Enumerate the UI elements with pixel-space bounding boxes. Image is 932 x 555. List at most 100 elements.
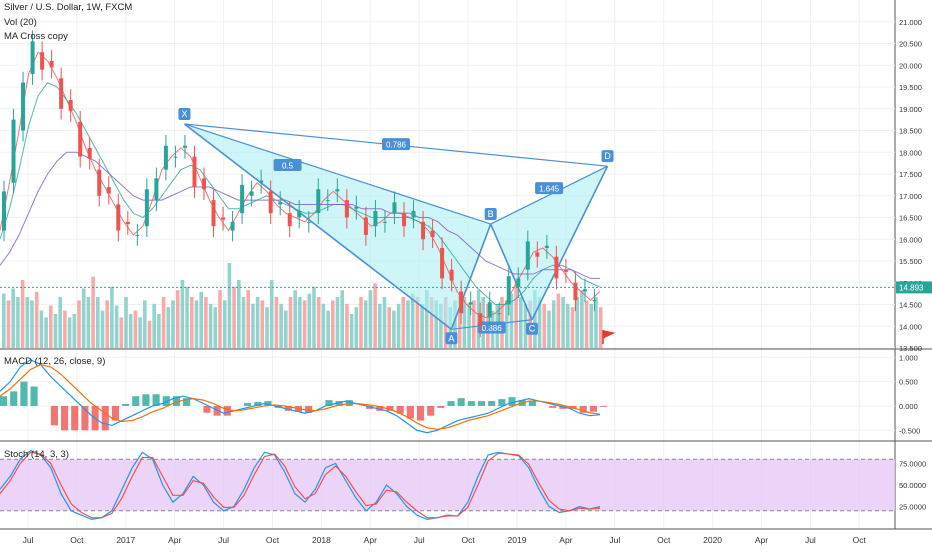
volume-bar (185, 286, 189, 348)
volume-bar (114, 305, 119, 348)
x-tick-label: Apr (364, 535, 377, 545)
macd-histogram-bar (335, 401, 343, 406)
candle-body (40, 52, 45, 70)
price-tick-label: 19.500 (899, 83, 922, 92)
x-tick-label: Oct (461, 535, 475, 545)
candle-body (221, 217, 226, 220)
macd-histogram-bar (132, 396, 140, 406)
macd-histogram-bar (488, 401, 496, 406)
macd-histogram-bar (264, 401, 272, 406)
volume-bar (453, 300, 457, 348)
price-tick-label: 21.000 (899, 18, 922, 27)
macd-line (0, 359, 601, 434)
volume-bar (232, 286, 236, 348)
candle-body (402, 213, 406, 227)
volume-bar (53, 314, 58, 348)
candle-body (344, 200, 349, 218)
volume-bar (227, 263, 232, 348)
candle-body (21, 82, 26, 131)
volume-bar (387, 307, 391, 348)
price-tick-label: 16.000 (899, 235, 922, 244)
macd-legend[interactable]: MACD (12, 26, close, 9) (4, 356, 106, 367)
candle-body (468, 302, 473, 305)
volume-bar (368, 290, 373, 348)
macd-histogram-bar (162, 396, 170, 406)
candle-body (297, 210, 302, 218)
volume-bar (439, 303, 443, 348)
candle-body (363, 217, 368, 235)
candle-body (278, 202, 283, 205)
stoch-band (0, 459, 895, 511)
ratio-label: 0.786 (386, 141, 407, 150)
x-tick-label: Jul (805, 535, 816, 545)
pattern-point-label: B (488, 209, 494, 219)
volume-bar (509, 293, 514, 348)
pattern-leg (490, 165, 608, 225)
price-tick-label: 16.500 (899, 214, 922, 223)
volume-legend[interactable]: Vol (20) (4, 17, 37, 28)
candle-body (373, 210, 378, 227)
macd-histogram-bar (71, 405, 79, 431)
x-tick-label: Oct (266, 535, 280, 545)
volume-bar (378, 303, 382, 348)
volume-bar (575, 297, 579, 348)
candle-body (411, 210, 416, 218)
x-tick-label: 2018 (312, 535, 331, 545)
ratio-label: 0.886 (482, 324, 503, 333)
pattern-point-box (178, 107, 191, 120)
price-tick-label: 20.000 (899, 61, 922, 70)
volume-bar (25, 297, 30, 348)
volume-bar (462, 297, 467, 348)
candle-body (516, 278, 521, 288)
pattern-leg (450, 223, 492, 330)
candle-body (487, 302, 492, 318)
macd-tick-label: 0.000 (899, 402, 918, 411)
volume-bar (246, 290, 250, 348)
candle-body (459, 291, 464, 314)
pattern-point-label: D (604, 151, 611, 161)
volume-bar (175, 290, 180, 348)
macd-histogram-bar (325, 400, 333, 406)
candle-body (392, 202, 397, 214)
volume-bar (269, 280, 274, 348)
macd-histogram-bar (345, 400, 353, 406)
volume-bar (110, 286, 114, 348)
volume-bar (420, 303, 424, 348)
volume-bar (180, 280, 185, 348)
macd-histogram-bar (244, 403, 252, 406)
volume-bar (410, 293, 415, 348)
volume-bar (30, 300, 34, 348)
candle-body (525, 241, 530, 270)
macd-histogram-bar (122, 404, 130, 406)
pattern-point-box (525, 322, 538, 335)
last-price-tag (896, 281, 932, 294)
candle-body (2, 191, 6, 231)
pattern-leg (184, 123, 491, 225)
macd-histogram-bar (305, 405, 313, 413)
macd-histogram-bar (152, 394, 160, 406)
volume-bar (194, 300, 199, 348)
volume-bar (589, 303, 594, 348)
symbol-legend[interactable]: Silver / U.S. Dollar, 1W, FXCM (4, 2, 133, 13)
macd-histogram-bar (254, 402, 262, 406)
macd-histogram-bar (477, 401, 486, 406)
macd-histogram-bar (528, 401, 536, 406)
pattern-leg (531, 165, 609, 321)
volume-bar (570, 307, 575, 348)
candle-body (125, 221, 130, 225)
stoch-tick-label: 75.0000 (899, 460, 926, 469)
candle-body (497, 313, 502, 315)
candle-body (230, 221, 235, 231)
stoch-legend[interactable]: Stoch (14, 3, 3) (4, 449, 69, 460)
volume-bar (279, 303, 283, 348)
volume-bar (293, 290, 297, 348)
volume-bar (580, 290, 584, 348)
volume-bar (49, 305, 53, 348)
volume-bar (331, 300, 335, 348)
ma-legend[interactable]: MA Cross copy (4, 31, 68, 42)
volume-bar (523, 303, 528, 348)
volume-bar (138, 317, 142, 348)
stoch-tick-label: 25.0000 (899, 503, 926, 512)
